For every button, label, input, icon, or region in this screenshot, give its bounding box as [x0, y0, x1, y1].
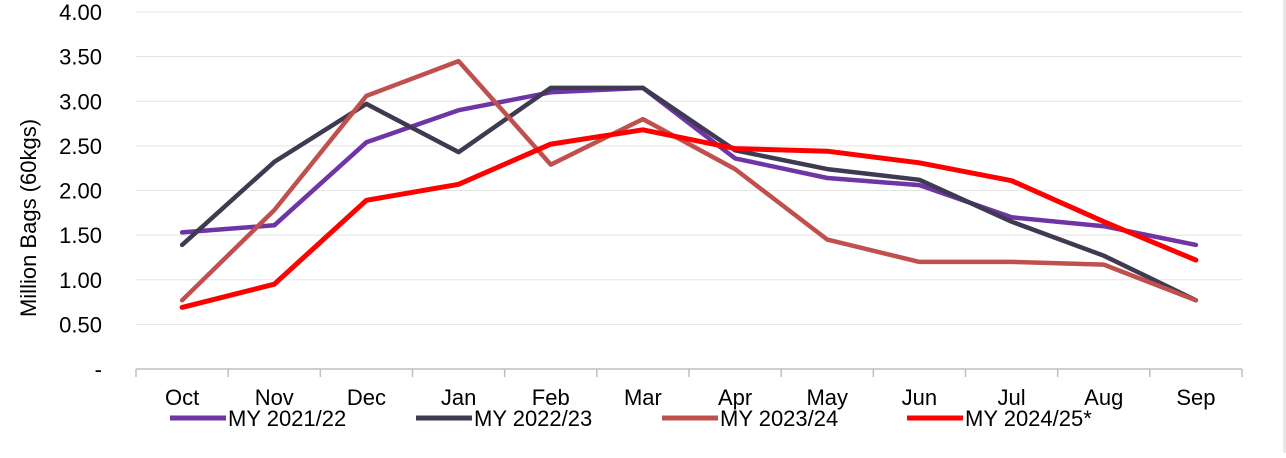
series-line [179, 127, 1199, 310]
y-tick-labels: - 0.50 1.00 1.50 2.00 2.50 3.00 3.50 4.00 [59, 0, 102, 382]
legend-label: MY 2021/22 [228, 406, 346, 431]
x-tick-label: May [806, 385, 848, 410]
legend-item: MY 2023/24 [662, 406, 838, 431]
y-tick-label: 1.00 [59, 268, 102, 293]
legend-label: MY 2023/24 [720, 406, 838, 431]
y-tick-label: 0.50 [59, 312, 102, 337]
frame-edge [1283, 0, 1286, 453]
y-tick-label: 4.00 [59, 0, 102, 25]
legend: MY 2021/22 MY 2022/23 MY 2023/24 MY 2024/25… [170, 406, 1092, 431]
legend-item: MY 2022/23 [416, 406, 592, 431]
x-tick-label: Dec [347, 385, 386, 410]
x-tick-label: Sep [1176, 385, 1215, 410]
y-tick-label: 3.00 [59, 89, 102, 114]
axes [135, 368, 1243, 377]
legend-label: MY 2022/23 [474, 406, 592, 431]
x-tick-label: Oct [165, 385, 199, 410]
x-tick-label: Jun [902, 385, 937, 410]
x-tick-label: Aug [1084, 385, 1123, 410]
x-tick-label: Mar [624, 385, 662, 410]
x-tick-label: Nov [255, 385, 294, 410]
legend-label: MY 2024/25* [965, 406, 1092, 431]
x-tick-labels: Oct Nov Dec Jan Feb Mar Apr May Jun Jul Aug Sep [165, 385, 1216, 410]
series-line [179, 58, 1199, 303]
x-tick-label: Jan [441, 385, 476, 410]
legend-item: MY 2024/25* [907, 406, 1092, 431]
legend-item: MY 2021/22 [170, 406, 346, 431]
series-lines [179, 58, 1199, 310]
y-tick-label: - [95, 357, 102, 382]
series-line [179, 85, 1199, 248]
y-tick-label: 3.50 [59, 45, 102, 70]
gridlines [136, 11, 1242, 325]
x-tick-label: Apr [718, 385, 752, 410]
y-tick-label: 1.50 [59, 223, 102, 248]
x-tick-label: Feb [532, 385, 570, 410]
x-tick-label: Jul [998, 385, 1026, 410]
y-axis-label: Million Bags (60kgs) [16, 119, 41, 317]
y-tick-label: 2.00 [59, 179, 102, 204]
y-tick-label: 2.50 [59, 134, 102, 159]
